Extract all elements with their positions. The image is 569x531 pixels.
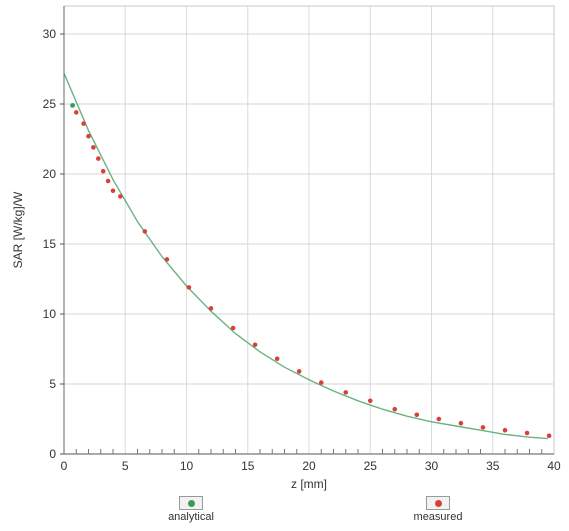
series-point-measured [502,427,508,433]
series-point-measured [142,229,148,234]
legend-measured: measured [403,496,473,523]
series-point-measured [100,168,106,174]
series-point-measured [546,433,552,439]
x-tick-label: 15 [241,459,255,473]
series-point-measured [458,420,464,426]
x-axis-ticks: 0 5 10 15 20 25 30 35 40 [61,449,561,473]
x-tick-label: 0 [61,459,68,473]
legend-dot-analytical [187,499,195,507]
y-tick-label: 0 [49,447,56,461]
series-point-measured [86,133,91,139]
y-axis-ticks: 0 5 10 15 20 25 30 [43,27,64,461]
series-point-measured [318,380,324,385]
series-point-measured [186,285,192,290]
x-tick-label: 5 [122,459,129,473]
legend-label-measured: measured [413,511,463,523]
legend-dot-measured [434,499,442,507]
x-tick-label: 35 [486,459,500,473]
legend-label-analytical: analytical [168,511,214,523]
series-point-measured [73,110,79,115]
x-tick-label: 25 [364,459,378,473]
y-tick-label: 30 [43,27,57,41]
series-point-measured [343,390,349,395]
x-tick-label: 20 [302,459,316,473]
series-point-measured [367,398,373,404]
series-point-analytical [70,103,75,108]
series-point-measured [252,342,258,348]
series-points [70,103,552,439]
x-tick-label: 30 [425,459,439,473]
series-point-measured [81,121,86,126]
y-tick-label: 15 [43,237,57,251]
series-point-measured [436,416,442,422]
legend-swatch-measured [426,496,450,510]
series-point-measured [96,156,101,161]
series-point-measured [296,369,302,374]
series-point-measured [118,194,123,199]
series-point-measured [208,306,214,311]
y-tick-label: 5 [49,377,56,391]
x-tick-label: 10 [180,459,194,473]
series-point-measured [392,406,398,412]
y-tick-label: 10 [43,307,57,321]
x-tick-label: 40 [547,459,561,473]
series-point-measured [110,188,116,194]
legend-swatch-analytical [179,496,203,510]
series-point-measured [91,145,96,150]
grid-lines [64,6,554,454]
axes [63,6,554,455]
y-axis-title: SAR [W/kg]/W [11,191,25,268]
series-point-measured [274,356,280,362]
series-point-measured [105,178,111,184]
legend-analytical: analytical [158,496,224,523]
series-point-measured [480,425,486,430]
x-axis-title: z [mm] [291,477,327,491]
series-point-measured [164,257,170,262]
series-point-measured [414,412,420,418]
series-point-measured [230,325,236,331]
series-point-measured [524,430,530,436]
y-tick-label: 20 [43,167,57,181]
y-tick-label: 25 [43,97,57,111]
